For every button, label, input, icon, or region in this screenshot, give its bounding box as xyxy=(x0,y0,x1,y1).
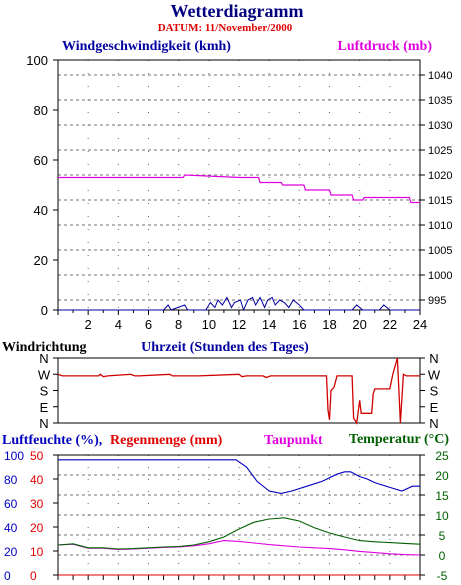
direction-tick-label-left: N xyxy=(39,416,48,431)
pressure-tick-label: 1040 xyxy=(428,70,452,82)
pressure-tick-label: 1025 xyxy=(428,145,452,157)
temperature-tick-label: 25 xyxy=(435,449,449,463)
rain-axis-label: Regenmenge (mm) xyxy=(110,433,223,448)
humidity-tick-label: 100 xyxy=(4,449,24,463)
direction-tick-label-left: S xyxy=(40,384,49,399)
wind-speed-tick-label: 100 xyxy=(26,53,48,68)
temperature-tick-label: -5 xyxy=(437,569,448,583)
temperature-tick-label: 10 xyxy=(435,509,449,523)
pressure-tick-label: 1035 xyxy=(428,95,452,107)
rain-tick-label: 10 xyxy=(30,545,44,559)
wind-direction-label: Windrichtung xyxy=(2,340,87,355)
hour-tick-label: 12 xyxy=(232,317,246,332)
temperature-tick-label: 0 xyxy=(439,549,446,563)
hour-tick-label: 10 xyxy=(202,317,216,332)
hour-tick-label: 16 xyxy=(292,317,306,332)
direction-tick-label-left: W xyxy=(38,367,51,382)
wind-speed-tick-label: 40 xyxy=(34,203,48,218)
temperature-tick-label: 15 xyxy=(435,489,449,503)
wind-speed-series-line xyxy=(58,296,420,312)
temperature-tick-label: 5 xyxy=(439,529,446,543)
hour-tick-label: 22 xyxy=(383,317,397,332)
wind-speed-tick-label: 60 xyxy=(34,153,48,168)
pressure-tick-label: 1015 xyxy=(428,195,452,207)
hour-tick-label: 24 xyxy=(413,317,427,332)
direction-tick-label-right: W xyxy=(428,367,441,382)
dewpoint-series-line xyxy=(57,540,421,556)
wind-speed-tick-label: 0 xyxy=(41,303,48,318)
direction-tick-label-right: N xyxy=(429,351,438,366)
panel2-axes: N NW WS SE EN N xyxy=(38,351,441,431)
wind-direction-series-line xyxy=(57,357,420,425)
hour-tick-label: 8 xyxy=(175,317,182,332)
panel3-grid xyxy=(58,454,420,576)
humidity-tick-label: 80 xyxy=(4,473,18,487)
panel1-frame xyxy=(57,59,421,311)
direction-tick-label-left: N xyxy=(39,351,48,366)
time-axis-label: Uhrzeit (Stunden des Tages) xyxy=(141,340,309,355)
pressure-tick-label: 1030 xyxy=(428,120,452,132)
temperature-axis-label: Temperatur (°C) xyxy=(349,432,449,447)
direction-tick-label-right: S xyxy=(430,384,439,399)
hour-tick-label: 14 xyxy=(262,317,276,332)
pressure-axis-label: Luftdruck (mb) xyxy=(337,39,432,54)
panel1-series xyxy=(58,174,420,312)
rain-tick-label: 20 xyxy=(30,521,44,535)
panel1-axes: 1040103510301025102010151010100510009951… xyxy=(26,53,452,332)
pressure-tick-label: 1005 xyxy=(428,245,452,257)
humidity-axis-label: Luftfeuchte (%), xyxy=(2,433,102,448)
pressure-tick-label: 995 xyxy=(428,295,446,307)
rain-tick-label: 30 xyxy=(30,497,44,511)
pressure-tick-label: 1010 xyxy=(428,220,452,232)
chart-title: Wetterdiagramm xyxy=(171,1,304,21)
pressure-tick-label: 1000 xyxy=(428,270,452,282)
rain-tick-label: 0 xyxy=(30,569,37,583)
panel2-series xyxy=(57,357,420,425)
direction-tick-label-right: N xyxy=(429,416,438,431)
humidity-series-line xyxy=(58,459,420,494)
humidity-tick-label: 40 xyxy=(4,521,18,535)
hour-tick-label: 20 xyxy=(352,317,366,332)
direction-tick-label-left: E xyxy=(40,400,49,415)
hour-tick-label: 18 xyxy=(322,317,336,332)
humidity-tick-label: 20 xyxy=(4,545,18,559)
pressure-series-line xyxy=(58,174,420,204)
hour-tick-label: 6 xyxy=(145,317,152,332)
hour-tick-label: 2 xyxy=(85,317,92,332)
chart-date: DATUM: 11/November/2000 xyxy=(158,22,293,34)
pressure-tick-label: 1020 xyxy=(428,170,452,182)
panel1-grid xyxy=(58,60,420,310)
temperature-tick-label: 20 xyxy=(435,469,449,483)
rain-tick-label: 40 xyxy=(30,473,44,487)
wind-speed-tick-label: 20 xyxy=(34,253,48,268)
direction-tick-label-right: E xyxy=(430,400,439,415)
panel3-series xyxy=(57,459,421,576)
humidity-tick-label: 0 xyxy=(4,569,11,583)
hour-tick-label: 4 xyxy=(115,317,122,332)
wind-speed-axis-label: Windgeschwindigkeit (kmh) xyxy=(62,39,231,54)
humidity-tick-label: 60 xyxy=(4,497,18,511)
dewpoint-label: Taupunkt xyxy=(264,433,323,448)
wind-speed-tick-label: 80 xyxy=(34,103,48,118)
temperature-series-line xyxy=(57,517,421,550)
rain-tick-label: 50 xyxy=(30,449,44,463)
